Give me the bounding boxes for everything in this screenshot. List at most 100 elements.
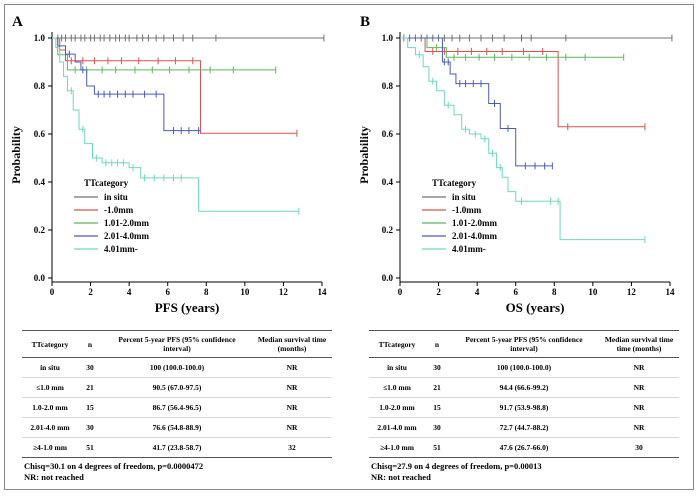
cell-category: 2.01-4.0 mm	[369, 417, 425, 438]
cell-median: NR	[252, 397, 332, 418]
cell-median: 30	[599, 437, 679, 458]
cell-n: 30	[78, 417, 102, 438]
table-row: ≥4-1.0 mm 51 47.6 (26.7-66.0) 30	[369, 437, 679, 458]
y-tick-label: 0.6	[34, 129, 46, 139]
cell-median: 32	[252, 437, 332, 458]
x-tick-label: 8	[204, 287, 209, 297]
col-header-n: n	[78, 330, 102, 358]
y-tick-label: 1.0	[34, 33, 46, 43]
table-header-row: TTcategory n Percent 5-year PFS (95% con…	[22, 330, 332, 358]
cell-percent: 72.7 (44.7-88.2)	[449, 417, 599, 438]
legend-label: -1.0mm	[104, 205, 134, 215]
col-header-n: n	[425, 330, 449, 358]
y-tick-label: 0.2	[34, 225, 46, 235]
cell-category: 1.0-2.0 mm	[369, 397, 425, 418]
col-header-percent: Percent 5-year PFS (95% confidence inter…	[449, 330, 599, 358]
table-row: 1.0-2.0 mm 15 86.7 (56.4-96.5) NR	[22, 397, 332, 418]
x-tick-label: 0	[398, 287, 403, 297]
cell-median: NR	[599, 377, 679, 398]
cell-percent: 100 (100.0-100.0)	[449, 357, 599, 378]
cell-percent: 100 (100.0-100.0)	[102, 357, 252, 378]
cell-median: NR	[599, 417, 679, 438]
x-tick-label: 0	[50, 287, 55, 297]
x-axis-label: PFS (years)	[155, 300, 220, 315]
cell-n: 30	[425, 357, 449, 378]
table-row: 2.01-4.0 mm 30 76.6 (54.8-88.9) NR	[22, 417, 332, 438]
y-axis-label: Probability	[357, 126, 371, 184]
cell-category: ≤1.0 mm	[22, 377, 78, 398]
cell-n: 51	[78, 437, 102, 458]
km-curve	[52, 37, 297, 134]
cell-n: 15	[78, 397, 102, 418]
cell-n: 51	[425, 437, 449, 458]
cell-percent: 76.6 (54.8-88.9)	[102, 417, 252, 438]
x-tick-label: 4	[475, 287, 480, 297]
panel-label: B	[360, 14, 370, 30]
y-tick-label: 0.8	[34, 81, 46, 91]
table-row: 2.01-4.0 mm 30 72.7 (44.7-88.2) NR	[369, 417, 679, 438]
cell-percent: 90.5 (67.0-97.5)	[102, 377, 252, 398]
legend-label: 1.01-2.0mm	[104, 218, 149, 228]
table-row: 1.0-2.0 mm 15 91.7 (53.9-98.8) NR	[369, 397, 679, 418]
km-curve	[52, 37, 201, 132]
legend-label: -1.0mm	[452, 205, 482, 215]
legend-label: 2.01-4.0mm	[452, 231, 497, 241]
legend-label: 4.01mm-	[104, 244, 138, 254]
cell-median: NR	[599, 397, 679, 418]
cell-median: NR	[252, 377, 332, 398]
legend-label: in situ	[104, 192, 128, 202]
cell-category: in situ	[369, 357, 425, 378]
x-tick-label: 10	[588, 287, 598, 297]
pfs-test-note: Chisq=30.1 on 4 degrees of freedom, p=0.…	[24, 461, 203, 483]
cell-median: NR	[599, 357, 679, 378]
y-tick-label: 0.0	[34, 273, 46, 283]
y-tick-label: 0.0	[382, 273, 394, 283]
cell-n: 15	[425, 397, 449, 418]
legend-title: TTcategory	[84, 178, 129, 188]
y-tick-label: 0.6	[382, 129, 394, 139]
km-chart-pfs: A 0.0 0.2 0.4 0.6 0.8 1.0 0 2 4 6 8 10 12 14 PFS (years…	[9, 14, 327, 315]
legend-label: 4.01mm-	[452, 244, 486, 254]
x-tick-label: 2	[88, 287, 93, 297]
table-row: ≤1.0 mm 21 94.4 (66.6-99.2) NR	[369, 377, 679, 398]
cell-n: 30	[78, 357, 102, 378]
col-header-median: Median survival time time (months)	[599, 330, 679, 358]
x-tick-label: 12	[627, 287, 637, 297]
km-curve	[52, 37, 299, 212]
table-row: ≥4-1.0 mm 51 41.7 (23.8-58.7) 32	[22, 437, 332, 458]
km-chart-os: B 0.0 0.2 0.4 0.6 0.8 1.0 0 2 4 6 8 10 12 14 OS (years)…	[357, 14, 676, 315]
x-tick-label: 6	[165, 287, 170, 297]
panel-label: A	[12, 14, 23, 30]
km-curve	[400, 37, 645, 241]
km-curve	[52, 37, 276, 71]
x-tick-label: 14	[666, 287, 676, 297]
chisq-note: Chisq=30.1 on 4 degrees of freedom, p=0.…	[24, 461, 204, 471]
cell-category: ≥4-1.0 mm	[22, 437, 78, 458]
x-tick-label: 10	[240, 287, 250, 297]
cell-category: in situ	[22, 357, 78, 378]
legend-label: 1.01-2.0mm	[452, 218, 497, 228]
y-tick-label: 0.4	[382, 177, 394, 187]
cell-percent: 41.7 (23.8-58.7)	[102, 437, 252, 458]
cell-percent: 94.4 (66.6-99.2)	[449, 377, 599, 398]
table-row: in situ 30 100 (100.0-100.0) NR	[369, 357, 679, 378]
figure-frame	[4, 4, 694, 490]
col-header-median: Median survival time (months)	[252, 330, 332, 358]
nr-note: NR: not reached	[24, 472, 84, 482]
x-tick-label: 12	[279, 287, 289, 297]
col-header-percent: Percent 5-year PFS (95% confidence inter…	[102, 330, 252, 358]
cell-n: 21	[425, 377, 449, 398]
col-header-category: TTcategory	[22, 330, 78, 358]
cell-category: ≤1.0 mm	[369, 377, 425, 398]
os-summary-table: TTcategory n Percent 5-year PFS (95% con…	[369, 330, 679, 458]
x-tick-label: 8	[552, 287, 557, 297]
y-tick-label: 0.2	[382, 225, 394, 235]
cell-percent: 86.7 (56.4-96.5)	[102, 397, 252, 418]
cell-n: 30	[425, 417, 449, 438]
legend-label: 2.01-4.0mm	[104, 231, 149, 241]
y-tick-label: 1.0	[382, 33, 394, 43]
pfs-summary-table: TTcategory n Percent 5-year PFS (95% con…	[22, 330, 332, 458]
x-tick-label: 6	[513, 287, 518, 297]
y-tick-label: 0.4	[34, 177, 46, 187]
cell-category: ≥4-1.0 mm	[369, 437, 425, 458]
